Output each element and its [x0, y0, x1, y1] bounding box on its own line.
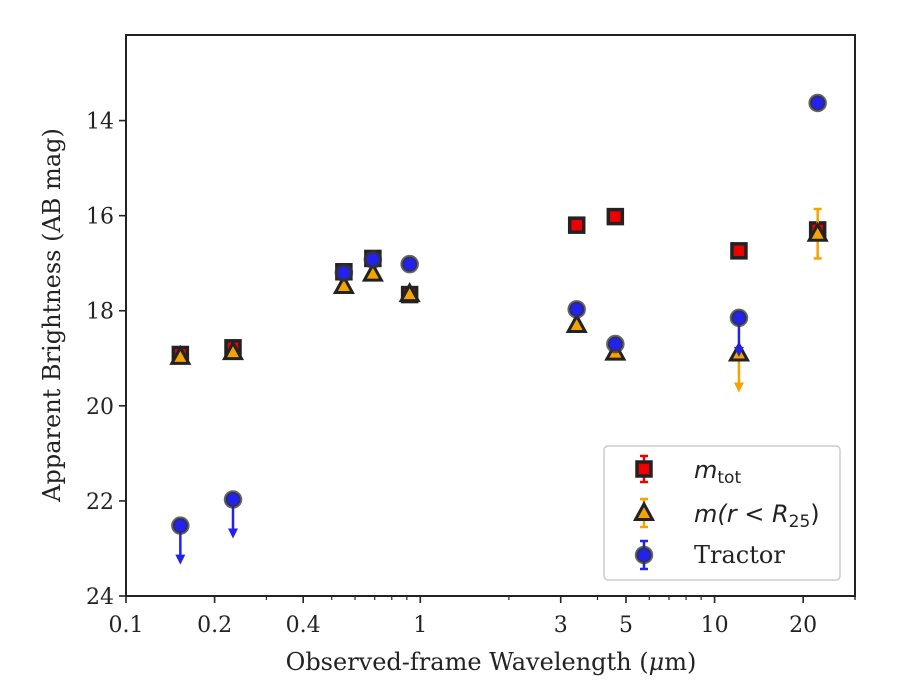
legend-square-marker: [635, 460, 653, 478]
data-point-mtot-7: [730, 242, 748, 260]
upper-limit-arrow-mr25-7-head: [733, 382, 744, 393]
data-point-mr25-3: [361, 261, 384, 282]
upper-limit-arrow-tractor-0-head: [175, 554, 186, 565]
data-point-mr25-2: [332, 273, 355, 295]
upper-limit-arrow-tractor-7-head: [733, 346, 744, 357]
legend-label-tractor: Tractor: [694, 541, 785, 569]
data-point-tractor-8: [808, 93, 827, 113]
data-point-tractor-4: [400, 254, 419, 274]
legend-label-mtot: mtot: [694, 456, 741, 488]
x-tick-label: 1: [413, 613, 427, 638]
data-point-mr25-5: [565, 312, 588, 334]
legend-triangle-marker: [632, 500, 656, 521]
x-tick-label: 5: [619, 613, 633, 638]
data-point-mr25-8: [806, 221, 829, 242]
plot-layer: [169, 93, 829, 565]
data-point-tractor-1: [223, 490, 243, 509]
data-point-tractor-0: [171, 516, 190, 535]
y-tick-label: 18: [86, 300, 114, 325]
data-point-mr25-1: [221, 339, 245, 361]
y-tick-label: 14: [86, 110, 114, 135]
legend-marker-mtot: [635, 454, 653, 484]
legend: mtot m(r < R25) Tractor: [603, 445, 841, 581]
upper-limit-arrow-tractor-1-head: [228, 528, 239, 539]
x-tick-label: 3: [554, 613, 568, 638]
legend-label-mr25: m(r < R25): [694, 500, 820, 532]
data-point-tractor-6: [606, 334, 625, 354]
series-tractor: [171, 93, 827, 565]
legend-marker-tractor: [634, 539, 654, 571]
data-point-tractor-5: [567, 300, 586, 319]
data-point-tractor-7: [729, 308, 749, 328]
x-tick-label: 20: [789, 613, 817, 638]
y-axis-label: Apparent Brightness (AB mag): [38, 128, 66, 503]
data-point-mr25-4: [398, 281, 421, 303]
y-tick-label: 24: [86, 585, 114, 610]
axis-layer: 0.1 0.2 0.4 1 3 5 10 20 14 16 18 20 22 24: [86, 34, 856, 638]
plot-frame: [125, 34, 856, 597]
y-tick-label: 16: [86, 205, 114, 230]
data-point-tractor-2: [334, 263, 354, 282]
legend-marker-mr25: [632, 497, 656, 529]
series-mr25: [169, 207, 829, 393]
x-tick-label: 0.4: [286, 613, 321, 638]
y-tick-label: 22: [86, 490, 114, 515]
data-point-mtot-6: [606, 207, 625, 226]
data-point-tractor-3: [363, 250, 383, 269]
data-point-mr25-0: [169, 344, 192, 365]
x-tick-label: 0.2: [197, 613, 232, 638]
data-point-mtot-5: [567, 216, 586, 234]
x-tick-label: 0.1: [109, 613, 144, 638]
series-mtot: [171, 207, 827, 364]
x-tick-label: 10: [701, 613, 729, 638]
legend-circle-marker: [634, 545, 654, 565]
x-axis-label: Observed-frame Wavelength (μm): [286, 648, 697, 676]
legend-frame: [603, 445, 841, 581]
y-tick-label: 20: [86, 395, 114, 420]
